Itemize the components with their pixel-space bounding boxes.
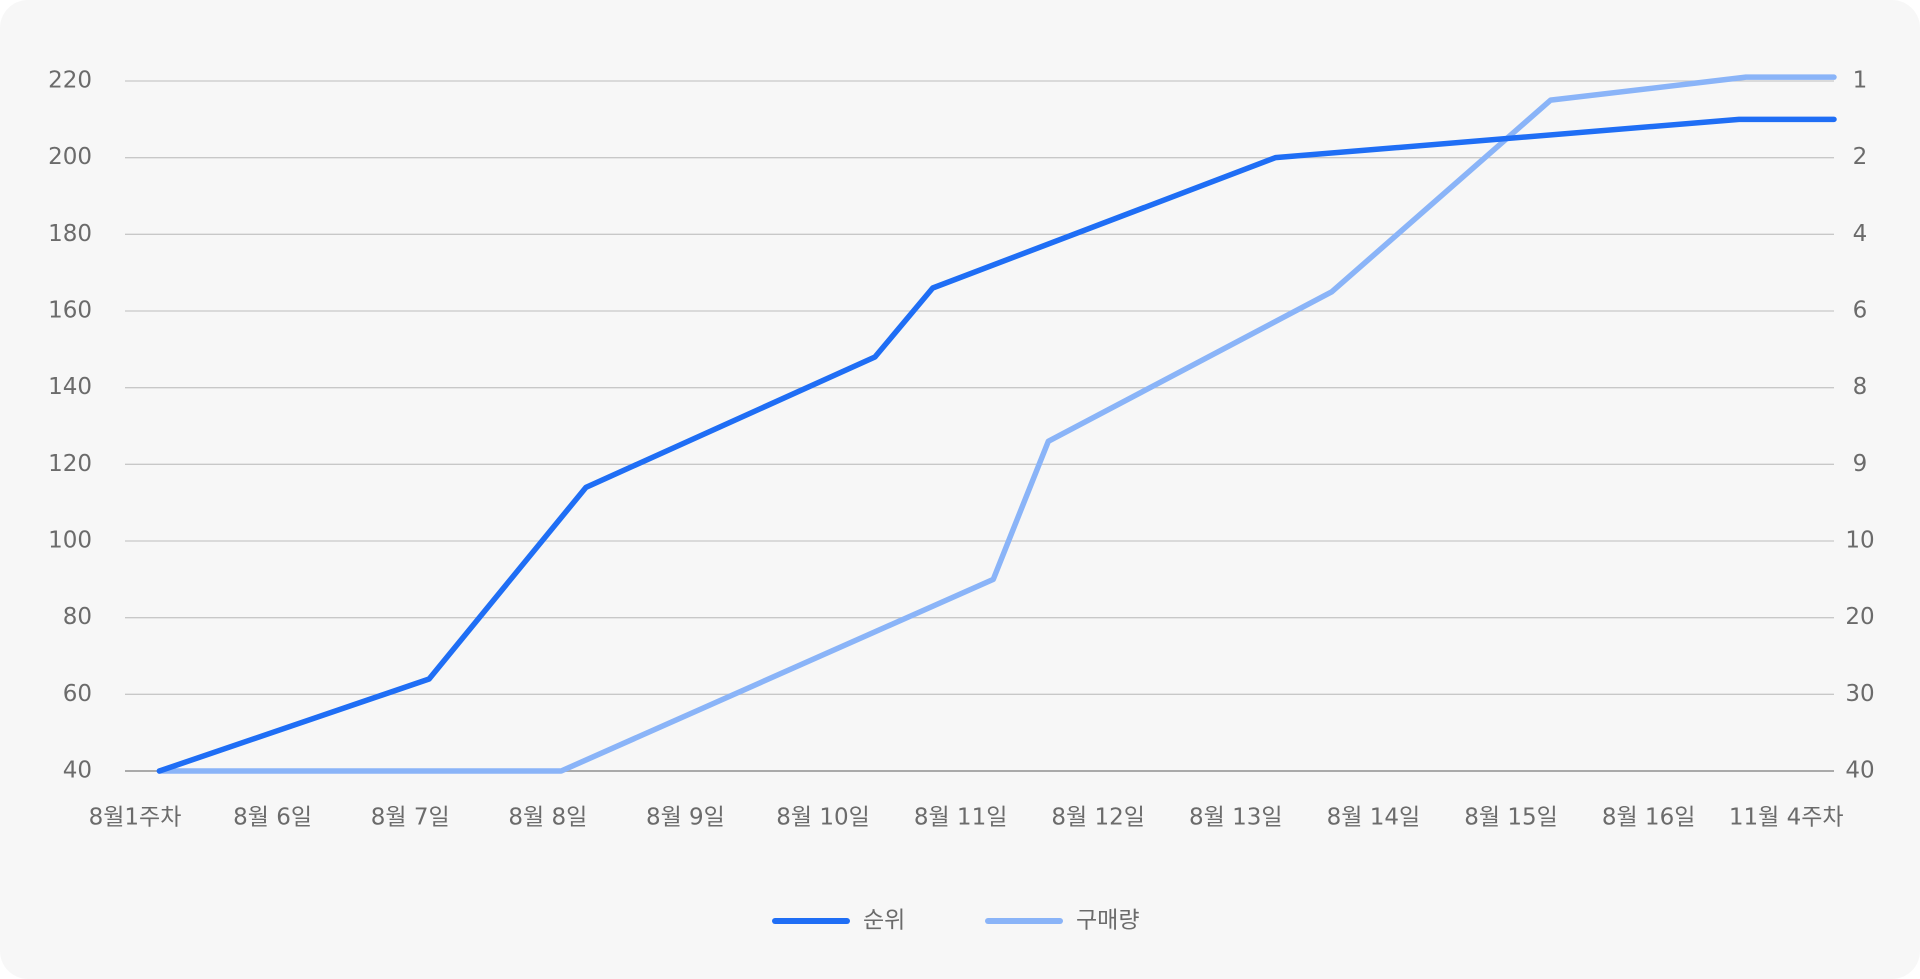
y-tick-label: 40 xyxy=(63,758,92,784)
legend-label: 순위 xyxy=(863,908,905,934)
x-tick-label: 8월 8일 xyxy=(508,805,587,831)
series-line xyxy=(156,74,1837,774)
y-tick-label: 220 xyxy=(48,68,92,94)
y-tick-label: 60 xyxy=(63,681,92,707)
y-tick-label: 200 xyxy=(48,144,92,170)
y-tick-label: 160 xyxy=(48,298,92,324)
y2-tick-label: 30 xyxy=(1845,681,1874,707)
y2-tick-label: 9 xyxy=(1853,451,1868,477)
x-tick-label: 8월 12일 xyxy=(1051,805,1145,831)
x-tick-label: 8월 11일 xyxy=(914,805,1008,831)
y2-tick-label: 20 xyxy=(1845,604,1874,630)
y-tick-label: 120 xyxy=(48,451,92,477)
x-tick-label: 8월 15일 xyxy=(1464,805,1558,831)
x-tick-label: 8월 10일 xyxy=(776,805,870,831)
x-tick-label: 8월1주차 xyxy=(89,805,182,831)
x-tick-label: 8월 13일 xyxy=(1189,805,1283,831)
y-tick-label: 100 xyxy=(48,528,92,554)
x-tick-label: 11월 4주차 xyxy=(1729,805,1844,831)
y2-tick-label: 1 xyxy=(1853,68,1868,94)
y-tick-label: 140 xyxy=(48,374,92,400)
y-tick-label: 180 xyxy=(48,221,92,247)
legend-label: 구매량 xyxy=(1076,908,1139,934)
x-tick-label: 8월 6일 xyxy=(233,805,312,831)
y2-tick-label: 40 xyxy=(1845,758,1874,784)
x-tick-label: 8월 16일 xyxy=(1602,805,1696,831)
y-tick-label: 80 xyxy=(63,604,92,630)
y2-tick-label: 2 xyxy=(1853,144,1868,170)
y2-tick-label: 4 xyxy=(1853,221,1868,247)
x-tick-label: 8월 7일 xyxy=(371,805,450,831)
y2-tick-label: 10 xyxy=(1845,528,1874,554)
y2-tick-label: 8 xyxy=(1853,374,1868,400)
x-tick-label: 8월 14일 xyxy=(1327,805,1421,831)
x-tick-label: 8월 9일 xyxy=(646,805,725,831)
y2-tick-label: 6 xyxy=(1853,298,1868,324)
series-line xyxy=(156,116,1837,774)
